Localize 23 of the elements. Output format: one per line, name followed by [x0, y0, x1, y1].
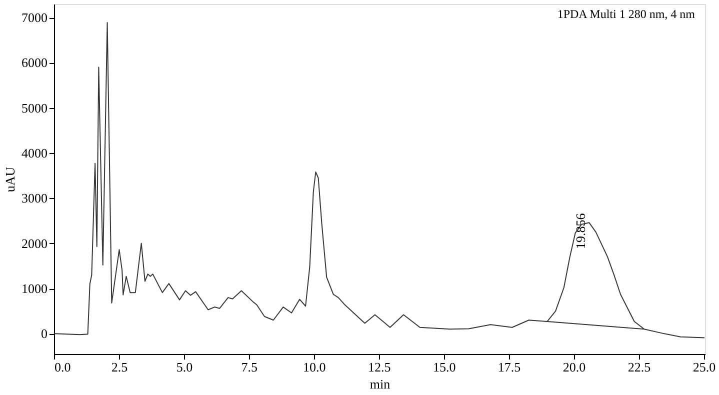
x-tick-label: 0.0 [54, 360, 71, 374]
y-tick-label: 6000 [22, 55, 48, 70]
y-tick-label: 5000 [22, 100, 48, 116]
x-tick-label: 7.5 [241, 360, 258, 374]
x-tick-label: 15.0 [432, 360, 456, 374]
y-axis-title: uAU [2, 166, 18, 192]
x-tick-label: 5.0 [176, 360, 193, 374]
y-tick-label: 2000 [22, 236, 48, 251]
x-tick-label: 2.5 [111, 360, 128, 374]
x-tick-label: 10.0 [303, 360, 326, 374]
annotation: 1PDA Multi 1 280 nm, 4 nm [557, 7, 696, 21]
x-tick-label: 25.0 [692, 360, 716, 374]
annotation: 19.856 [573, 212, 588, 249]
y-tick-label: 4000 [22, 146, 48, 161]
y-tick-label: 3000 [22, 190, 48, 206]
y-tick-label: 0 [41, 326, 48, 342]
x-tick-label: 22.5 [628, 360, 651, 374]
x-tick-label: 20.0 [562, 360, 586, 374]
y-tick-label: 1000 [22, 281, 48, 296]
x-axis-title: min [370, 376, 391, 392]
x-tick-label: 12.5 [368, 360, 391, 374]
y-tick-label: 7000 [22, 10, 48, 26]
x-tick-label: 17.5 [498, 360, 521, 374]
